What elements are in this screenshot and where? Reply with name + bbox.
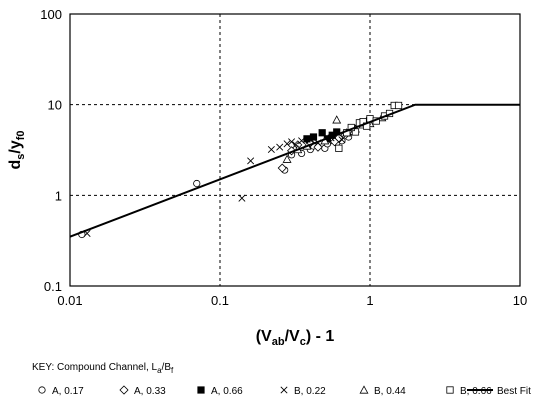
legend-marker-a-0-33 bbox=[119, 385, 129, 395]
data-point-b-0-22 bbox=[338, 136, 346, 144]
series-b-0-66 bbox=[335, 101, 403, 152]
data-point-b-0-66 bbox=[394, 101, 403, 110]
data-point-a-0-17 bbox=[193, 179, 201, 188]
data-point-b-0-44 bbox=[282, 154, 292, 163]
legend-item-b-0-44: B, 0.44 bbox=[359, 385, 406, 397]
x-tick-label: 0.01 bbox=[57, 293, 82, 308]
legend-item-a-0-17: A, 0.17 bbox=[38, 386, 84, 397]
legend-item-a-0-66: A, 0.66 bbox=[197, 386, 243, 397]
y-axis-title: ds/yf0 bbox=[7, 130, 27, 169]
data-point-b-0-22 bbox=[247, 157, 255, 165]
legend-item-best-fit: Best Fit bbox=[467, 386, 531, 397]
data-point-a-0-33 bbox=[277, 163, 287, 173]
data-point-b-0-22 bbox=[267, 146, 275, 154]
plot-area bbox=[69, 101, 520, 239]
data-point-b-0-22 bbox=[306, 136, 314, 144]
legend: A, 0.17 A, 0.33 A, 0.66 B, 0.22 B, 0.44 B, 0.… bbox=[38, 385, 531, 397]
legend-label-b-0-44: B, 0.44 bbox=[374, 386, 406, 397]
legend-marker-b-0-22 bbox=[280, 386, 288, 394]
legend-item-b-0-66: B, 0.66 bbox=[446, 386, 492, 397]
x-tick-label: 1 bbox=[366, 293, 373, 308]
data-point-b-0-22 bbox=[276, 143, 284, 151]
x-tick-label: 10 bbox=[513, 293, 527, 308]
data-point-a-0-33 bbox=[334, 133, 344, 143]
legend-marker-a-0-66 bbox=[197, 386, 205, 394]
key-title: KEY: Compound Channel, La/Bf bbox=[32, 362, 174, 375]
legend-marker-b-0-44 bbox=[359, 385, 369, 394]
legend-label-a-0-66: A, 0.66 bbox=[211, 386, 243, 397]
data-point-b-0-66 bbox=[351, 128, 360, 136]
data-point-b-0-22 bbox=[298, 137, 306, 145]
data-point-b-0-66 bbox=[335, 144, 343, 152]
legend-label-b-0-22: B, 0.22 bbox=[294, 386, 326, 397]
legend-label-best-fit: Best Fit bbox=[497, 386, 531, 397]
x-tick-label: 0.1 bbox=[211, 293, 229, 308]
legend-label-a-0-33: A, 0.33 bbox=[134, 386, 166, 397]
legend-label-b-0-66: B, 0.66 bbox=[460, 386, 492, 397]
legend-label-a-0-17: A, 0.17 bbox=[52, 386, 84, 397]
data-point-b-0-22 bbox=[288, 138, 296, 146]
series-b-0-22 bbox=[83, 134, 346, 237]
y-tick-label: 0.1 bbox=[44, 279, 62, 294]
legend-marker-a-0-17 bbox=[38, 386, 46, 394]
legend-item-a-0-33: A, 0.33 bbox=[119, 385, 166, 397]
legend-marker-b-0-66 bbox=[446, 386, 454, 394]
y-tick-label: 1 bbox=[55, 188, 62, 203]
x-axis-title: (Vab/Vc) - 1 bbox=[256, 328, 335, 348]
data-point-b-0-22 bbox=[283, 140, 291, 148]
plot-frame bbox=[69, 13, 521, 287]
data-point-a-0-66 bbox=[318, 129, 326, 137]
y-tick-label: 10 bbox=[48, 98, 62, 113]
series-best-fit bbox=[69, 103, 520, 238]
data-point-b-0-22 bbox=[238, 194, 246, 202]
legend-item-b-0-22: B, 0.22 bbox=[280, 386, 326, 397]
best-fit-line bbox=[69, 103, 520, 238]
y-tick-label: 100 bbox=[40, 7, 62, 22]
data-point-b-0-44 bbox=[332, 115, 342, 124]
